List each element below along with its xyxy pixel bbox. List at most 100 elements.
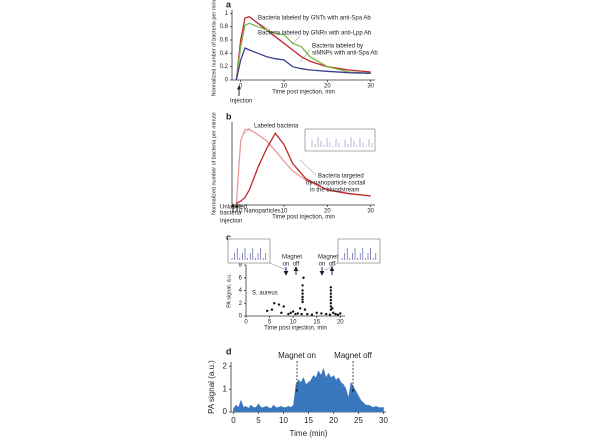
point [328, 313, 332, 316]
x-tick-label: 0 [231, 416, 236, 425]
annotation: Injection [230, 99, 252, 105]
x-tick-label: 10 [279, 416, 288, 425]
annotation: on [319, 262, 326, 268]
point [329, 289, 333, 292]
x-tick-label: 30 [367, 84, 374, 90]
x-tick-label: 20 [337, 320, 344, 326]
x-axis-label: Time (min) [290, 429, 328, 438]
annotation: Magnet [282, 255, 302, 261]
annotation: siMNPs with anti-Spa Ab [312, 51, 378, 57]
x-tick-label: 5 [256, 416, 261, 425]
annotation: off [329, 262, 336, 268]
x-axis-label: Time post injection, min [272, 90, 335, 96]
point [289, 311, 292, 315]
point [301, 289, 304, 292]
y-axis-label: PA signal (a.u.) [207, 360, 216, 414]
annotation: off [293, 262, 300, 268]
point [334, 312, 337, 316]
annotation: Labeled bacteria [254, 124, 299, 130]
point [291, 310, 295, 313]
point [299, 307, 302, 310]
decoration [299, 49, 311, 63]
point [280, 311, 283, 315]
decoration [243, 127, 251, 135]
point [336, 313, 340, 316]
x-tick-label: 30 [379, 416, 388, 425]
decoration [299, 159, 317, 176]
y-axis-label: Normalized number of bacteria per minute [211, 112, 217, 215]
y-tick-label: 4 [239, 288, 243, 294]
point [306, 312, 309, 316]
series-line [235, 15, 371, 81]
point [301, 300, 304, 304]
y-tick-label: 0 [239, 314, 243, 320]
decoration [252, 19, 271, 31]
x-tick-label: 20 [324, 209, 331, 215]
point [315, 311, 318, 315]
point [332, 311, 335, 315]
point [329, 305, 333, 308]
annotation: Magnet [318, 255, 338, 261]
point [302, 276, 305, 279]
annotation: Bacteria labeled by [312, 44, 363, 50]
annotation: Unlabeled [220, 205, 247, 211]
point [329, 292, 333, 295]
annotation: by nanoparticle coctail [306, 181, 365, 187]
y-tick-label: 2 [223, 362, 228, 371]
point [287, 312, 290, 316]
x-tick-label: 0 [244, 320, 248, 326]
point [273, 302, 276, 305]
decoration [291, 35, 301, 45]
y-tick-label: 0 [223, 407, 228, 416]
y-tick-label: 1 [225, 11, 229, 17]
series-line [235, 132, 371, 205]
point [329, 286, 333, 289]
x-tick-label: 10 [281, 84, 288, 90]
annotation: bacteria [220, 211, 242, 217]
annotation: Bacteria labeled by GNRs with anti-Lpp A… [258, 31, 372, 37]
y-tick-label: 1 [223, 384, 228, 393]
x-tick-label: 25 [354, 416, 363, 425]
point [301, 284, 304, 287]
series-line [235, 22, 371, 81]
signal-area [233, 367, 384, 413]
point [329, 295, 333, 299]
annotation: Bacteria labeled by GNTs with anti-Spa A… [258, 16, 371, 22]
point [329, 302, 333, 305]
annotation: in the bloodstream [310, 188, 359, 194]
x-axis-label: Time post injection, min [264, 326, 327, 332]
decoration [337, 238, 381, 264]
x-tick-label: 5 [268, 320, 272, 326]
y-tick-label: 0.6 [220, 38, 229, 44]
series-line [235, 47, 371, 81]
x-tick-label: 0 [239, 209, 243, 215]
y-tick-label: 0.2 [220, 64, 229, 70]
panel-letter: b [226, 111, 232, 121]
x-tick-label: 20 [329, 416, 338, 425]
point [300, 312, 303, 316]
x-tick-label: 15 [313, 320, 320, 326]
point [324, 312, 328, 316]
point [301, 295, 304, 299]
y-tick-label: 6 [239, 275, 243, 281]
point [294, 312, 297, 316]
panel-letter: d [226, 346, 232, 356]
decoration [304, 128, 376, 152]
y-tick-label: 0.8 [220, 24, 229, 30]
y-tick-label: 8 [239, 263, 243, 269]
x-axis-label: Time post injection, min [272, 215, 335, 221]
annotation: S. aureus [252, 291, 278, 297]
annotation: Magnet off [334, 351, 372, 360]
point [266, 309, 269, 313]
y-axis-label: PA signal, a.u. [226, 273, 232, 308]
annotation: Injection [220, 219, 242, 225]
point [277, 303, 281, 306]
annotation: Magnet on [278, 351, 316, 360]
y-axis-label: Normalized number of bacteria per minute [211, 0, 217, 96]
point [329, 298, 333, 302]
point [339, 312, 342, 315]
annotation: Bacteria targeted [318, 174, 364, 180]
y-tick-label: 0.4 [220, 51, 229, 57]
